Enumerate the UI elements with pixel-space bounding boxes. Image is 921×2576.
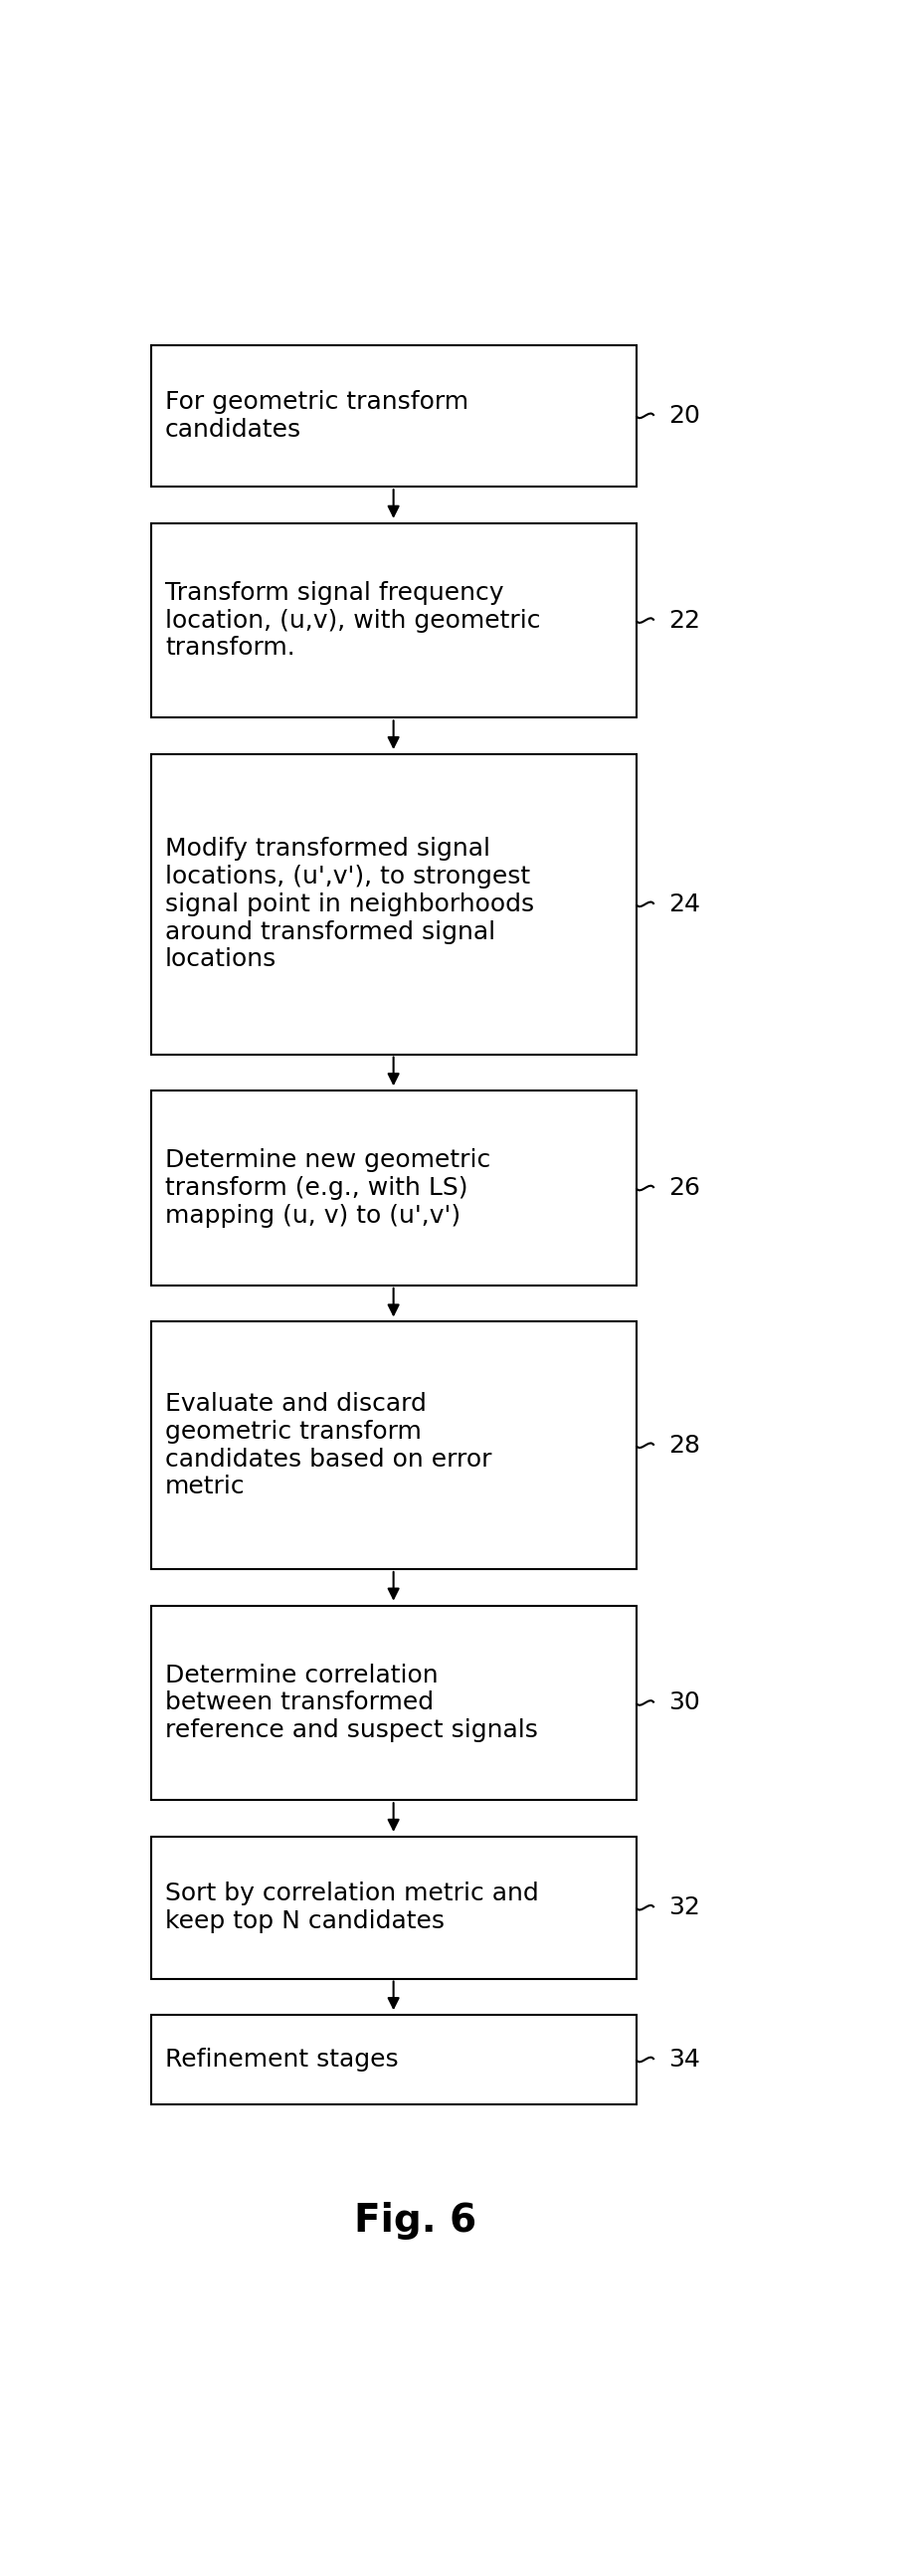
Text: Modify transformed signal
locations, (u',v'), to strongest
signal point in neigh: Modify transformed signal locations, (u'… bbox=[165, 837, 534, 971]
Bar bbox=[151, 1321, 636, 1569]
Text: Sort by correlation metric and
keep top N candidates: Sort by correlation metric and keep top … bbox=[165, 1883, 539, 1935]
Text: 26: 26 bbox=[669, 1177, 700, 1200]
Text: 28: 28 bbox=[669, 1432, 700, 1458]
Text: Transform signal frequency
location, (u,v), with geometric
transform.: Transform signal frequency location, (u,… bbox=[165, 580, 541, 659]
Text: Determine correlation
between transformed
reference and suspect signals: Determine correlation between transforme… bbox=[165, 1664, 538, 1741]
Bar bbox=[151, 1605, 636, 1801]
Bar bbox=[151, 2014, 636, 2105]
Text: 32: 32 bbox=[669, 1896, 700, 1919]
Text: Refinement stages: Refinement stages bbox=[165, 2048, 399, 2071]
Text: 24: 24 bbox=[669, 891, 700, 917]
Text: 20: 20 bbox=[669, 404, 700, 428]
Bar bbox=[151, 345, 636, 487]
Text: Evaluate and discard
geometric transform
candidates based on error
metric: Evaluate and discard geometric transform… bbox=[165, 1391, 492, 1499]
Text: 22: 22 bbox=[669, 608, 700, 634]
Bar bbox=[151, 1090, 636, 1285]
Text: 34: 34 bbox=[669, 2048, 700, 2071]
Text: For geometric transform
candidates: For geometric transform candidates bbox=[165, 389, 469, 440]
Bar bbox=[151, 755, 636, 1054]
Text: Fig. 6: Fig. 6 bbox=[354, 2202, 476, 2241]
Text: 30: 30 bbox=[669, 1690, 700, 1716]
Text: Determine new geometric
transform (e.g., with LS)
mapping (u, v) to (u',v'): Determine new geometric transform (e.g.,… bbox=[165, 1149, 491, 1229]
Bar bbox=[151, 523, 636, 719]
Bar bbox=[151, 1837, 636, 1978]
